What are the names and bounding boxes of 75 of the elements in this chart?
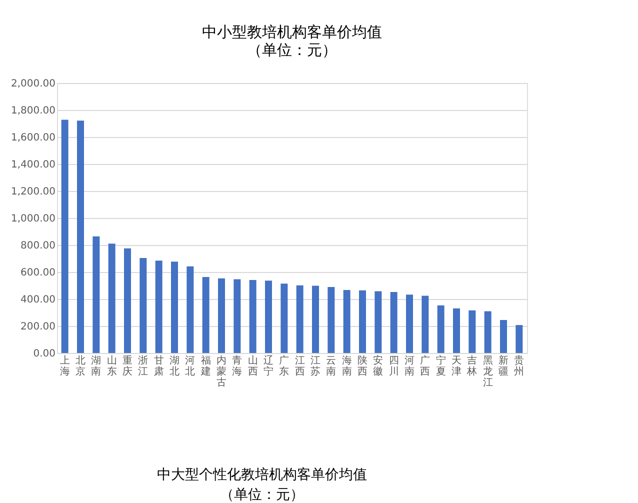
y-tick-label: 1,400.00 [10, 160, 56, 170]
x-tick-label: 甘肃 [154, 354, 164, 378]
bar [453, 308, 460, 353]
y-tick-label: 1,800.00 [10, 106, 56, 116]
bar [124, 248, 131, 353]
x-tick-label: 海南 [342, 354, 352, 378]
x-tick-label: 青海 [232, 354, 242, 378]
text: （单位：元） [220, 487, 304, 503]
bar [406, 294, 413, 353]
y-tick-label: 400.00 [20, 294, 56, 306]
bar [374, 291, 382, 353]
y-tick-label: 0.00 [33, 348, 56, 360]
bar [328, 286, 335, 353]
bar [422, 296, 429, 353]
x-tick-label: 四川 [388, 356, 399, 378]
y-tick-label: 1,600.00 [10, 132, 56, 144]
text: 中大型个性化教培机构客单价均值 [157, 467, 367, 483]
x-tick-label: 河南 [404, 354, 414, 378]
bar [265, 280, 272, 353]
x-tick-label: 安徽 [373, 354, 384, 378]
bar [77, 120, 84, 353]
y-tick-label: 1,200.00 [10, 186, 56, 198]
x-tick-label: 山东 [106, 354, 117, 378]
x-tick-label: 天津 [452, 356, 462, 378]
bar [437, 305, 444, 353]
y-tick-label: 800.00 [20, 240, 56, 252]
bar [155, 260, 162, 353]
bar [140, 258, 147, 353]
bar [202, 276, 210, 353]
bar [500, 320, 507, 353]
bar [312, 286, 319, 353]
bar [296, 285, 304, 353]
x-tick-label: 上海 [60, 354, 70, 378]
y-tick-label: 1,000.00 [10, 214, 56, 224]
bar [186, 266, 194, 353]
x-tick-label: 湖南 [91, 354, 102, 378]
x-tick-label: 浙江 [138, 354, 148, 378]
x-tick-label: 宁夏 [436, 354, 446, 378]
chart-subtitle: （单位：元） [247, 41, 337, 59]
y-tick-label: 200.00 [20, 322, 56, 332]
bar [61, 120, 68, 353]
x-tick-label: 陕西 [358, 354, 368, 378]
x-tick-label: 山西 [248, 354, 258, 378]
bar [468, 310, 476, 353]
bar [390, 292, 398, 353]
x-tick-label: 吉林 [466, 354, 478, 378]
y-tick-label: 2,000.00 [10, 78, 56, 90]
x-tick-label: 重庆 [122, 354, 132, 378]
x-tick-label: 广东 [279, 354, 290, 378]
x-tick-label: 河北 [185, 354, 196, 378]
x-tick-label: 新疆 [498, 354, 508, 378]
bar [516, 325, 523, 353]
x-tick-label: 江苏 [310, 354, 320, 378]
bar [484, 311, 492, 353]
x-tick-label: 福建 [200, 354, 211, 378]
bar [343, 290, 350, 353]
bar [359, 290, 366, 353]
x-tick-label: 广西 [420, 354, 430, 378]
x-tick-label: 北京 [76, 354, 86, 378]
bar [280, 284, 288, 353]
bar [234, 279, 241, 353]
x-tick-label: 云南 [326, 356, 336, 378]
x-tick-label: 江西 [294, 354, 305, 378]
bar [108, 244, 116, 353]
bar [92, 236, 100, 353]
y-tick-label: 600.00 [20, 268, 56, 278]
bar [218, 278, 225, 353]
chart-title: 中小型教培机构客单价均值 [202, 23, 382, 41]
x-tick-label: 辽宁 [264, 354, 274, 378]
bar [249, 280, 256, 353]
x-tick-label: 黑龙江 [482, 356, 493, 388]
x-tick-label: 内蒙古 [216, 354, 226, 388]
x-tick-label: 贵州 [514, 354, 524, 378]
x-tick-label: 湖北 [170, 354, 180, 378]
bar [171, 262, 178, 353]
